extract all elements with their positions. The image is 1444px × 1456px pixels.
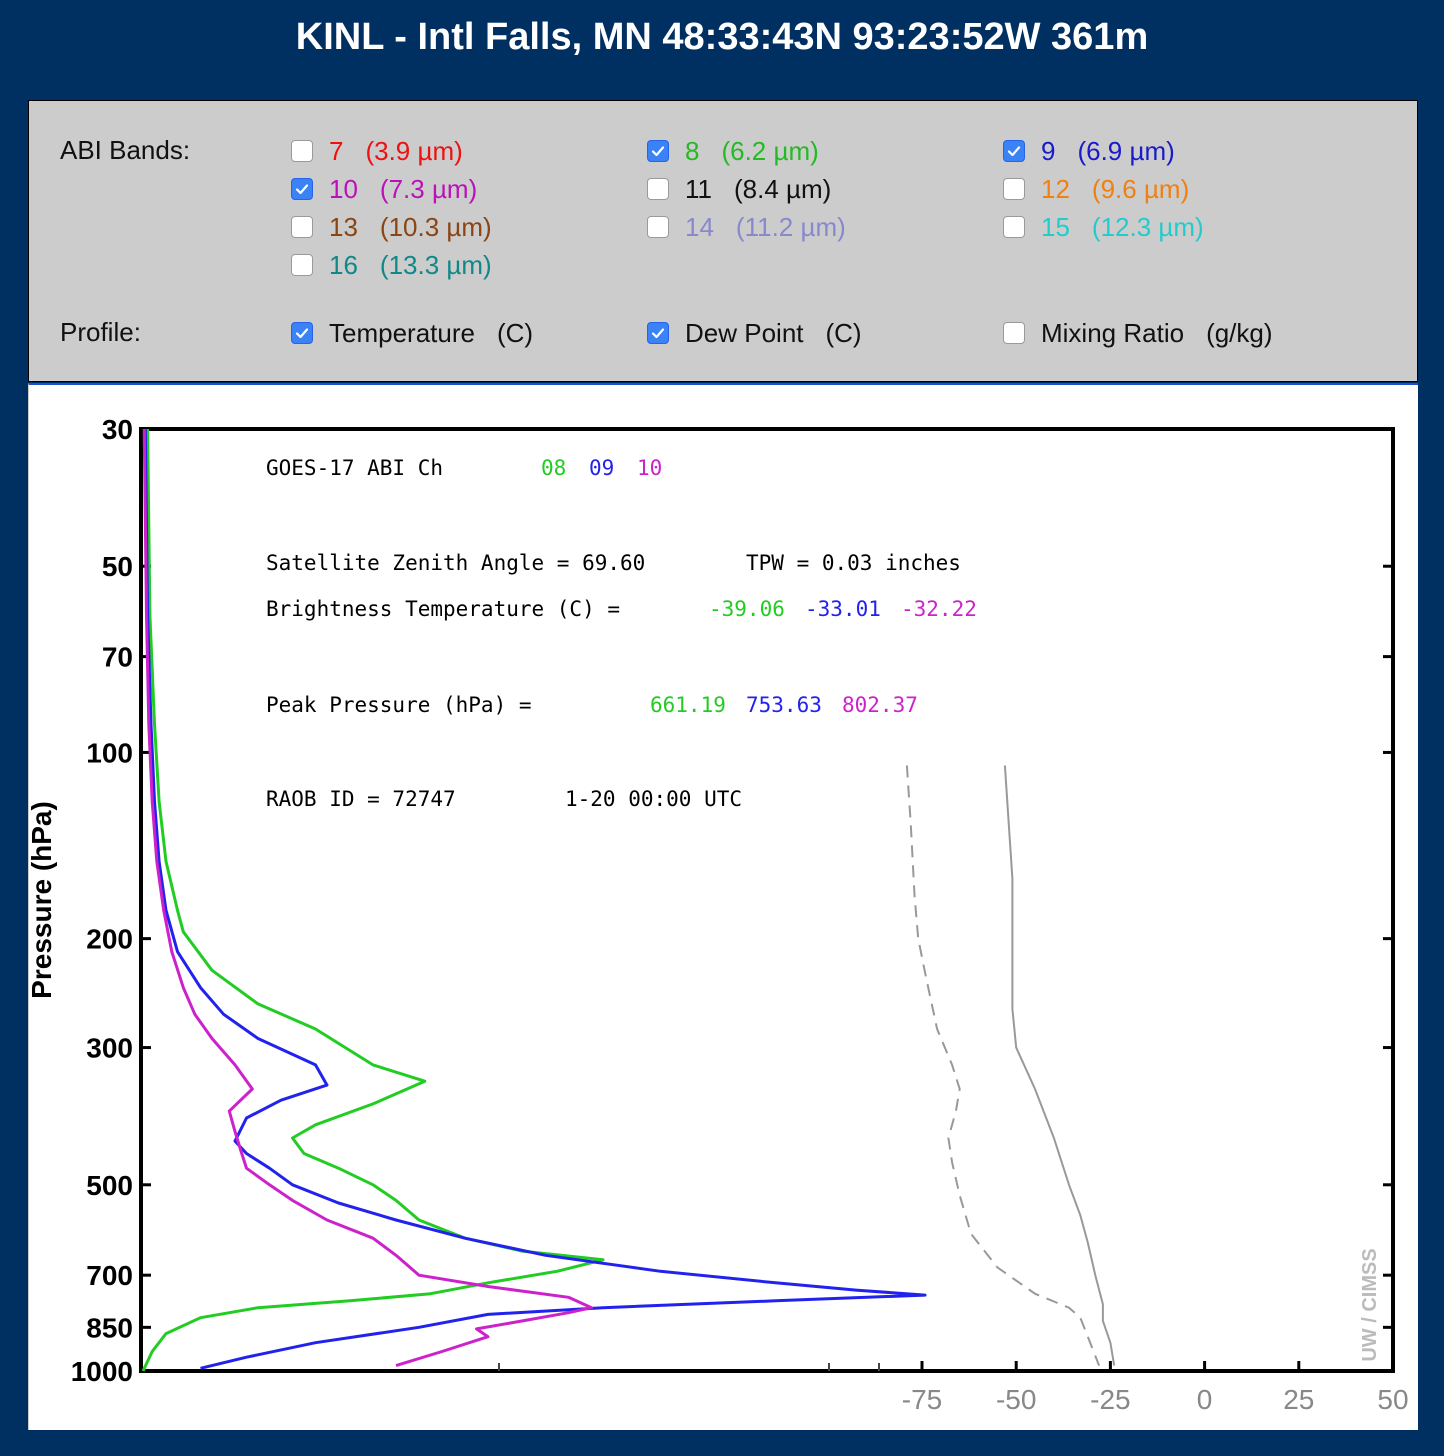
annotation-peak-value: 802.37 <box>842 693 918 717</box>
band-12-checkbox[interactable] <box>1003 178 1025 200</box>
band-number: 9 <box>1041 135 1056 166</box>
band-11-option[interactable]: 11 (8.4 µm) <box>647 173 832 204</box>
band-wavelength: (6.2 µm) <box>721 135 819 166</box>
profile-mixing-ratio-option[interactable]: Mixing Ratio (g/kg) <box>1003 317 1273 348</box>
band-10-option[interactable]: 10 (7.3 µm) <box>291 173 478 204</box>
x-tick-label: 0 <box>1197 1384 1213 1415</box>
band-13-checkbox[interactable] <box>291 216 313 238</box>
profile-dew-point-line <box>905 765 1101 1366</box>
annotation-bt-value: -39.06 <box>709 597 785 621</box>
y-tick-label: 70 <box>102 642 133 673</box>
annotation-time: 1-20 00:00 UTC <box>565 787 742 811</box>
abi-bands-label: ABI Bands: <box>60 135 191 165</box>
annotation-channel-08: 08 <box>541 456 566 480</box>
band-15-option[interactable]: 15 (12.3 µm) <box>1003 211 1204 242</box>
x-tick-label: -75 <box>902 1384 942 1415</box>
annotation-peak-value: 661.19 <box>650 693 726 717</box>
profile-unit: (C) <box>496 317 534 348</box>
plot-frame <box>139 427 1395 1373</box>
y-tick-label: 50 <box>102 551 133 582</box>
series-ch08-line <box>141 428 605 1372</box>
band-12-option[interactable]: 12 (9.6 µm) <box>1003 173 1190 204</box>
band-wavelength: (3.9 µm) <box>365 135 463 166</box>
profile-unit: (g/kg) <box>1206 317 1273 348</box>
y-tick-label: 700 <box>86 1260 133 1291</box>
band-wavelength: (12.3 µm) <box>1091 211 1204 242</box>
annotation-header: GOES-17 ABI Ch <box>266 456 443 480</box>
band-14-checkbox[interactable] <box>647 216 669 238</box>
band-10-checkbox[interactable] <box>291 178 313 200</box>
band-wavelength: (9.6 µm) <box>1091 173 1190 204</box>
x-tick-label: -25 <box>1090 1384 1130 1415</box>
band-wavelength: (11.2 µm) <box>735 211 846 242</box>
profile-dew-point-option[interactable]: Dew Point (C) <box>647 317 862 348</box>
band-9-checkbox[interactable] <box>1003 140 1025 162</box>
band-7-checkbox[interactable] <box>291 140 313 162</box>
y-tick-label: 850 <box>86 1312 133 1343</box>
y-axis-label: Pressure (hPa) <box>29 801 57 999</box>
annotation-bt-label: Brightness Temperature (C) = <box>266 597 620 621</box>
band-number: 15 <box>1041 211 1070 242</box>
annotation-channel-10: 10 <box>637 456 662 480</box>
y-tick-label: 500 <box>86 1170 133 1201</box>
sounding-plot-area: 30 50 70 100 200 300 500 700 850 1000 Pressure (hP… <box>28 383 1418 1430</box>
band-8-checkbox[interactable] <box>647 140 669 162</box>
band-number: 14 <box>685 211 714 242</box>
band-number: 12 <box>1041 173 1070 204</box>
profile-temperature-line <box>1003 765 1116 1366</box>
band-selector-panel: ABI Bands: Profile: 7 (3.9 µm) 8 (6.2 µm) 9 (… <box>28 100 1418 382</box>
annotation-zenith: Satellite Zenith Angle = 69.60 <box>266 551 645 575</box>
band-wavelength: (13.3 µm) <box>379 249 492 280</box>
y-tick-label: 30 <box>102 414 133 445</box>
profile-label-text: Mixing Ratio <box>1041 317 1185 348</box>
annotation-tpw: TPW = 0.03 inches <box>746 551 961 575</box>
profile-mixing-ratio-checkbox[interactable] <box>1003 322 1025 344</box>
band-number: 7 <box>329 135 344 166</box>
band-wavelength: (8.4 µm) <box>734 173 832 204</box>
band-8-option[interactable]: 8 (6.2 µm) <box>647 135 819 166</box>
band-11-checkbox[interactable] <box>647 178 669 200</box>
band-14-option[interactable]: 14 (11.2 µm) <box>647 211 846 242</box>
band-7-option[interactable]: 7 (3.9 µm) <box>291 135 463 166</box>
annotation-peak-value: 753.63 <box>746 693 822 717</box>
band-9-option[interactable]: 9 (6.9 µm) <box>1003 135 1175 166</box>
band-15-checkbox[interactable] <box>1003 216 1025 238</box>
band-number: 13 <box>329 211 358 242</box>
band-wavelength: (6.9 µm) <box>1077 135 1175 166</box>
y-tick-label: 100 <box>86 737 133 768</box>
band-16-option[interactable]: 16 (13.3 µm) <box>291 249 492 280</box>
annotation-bt-value: -33.01 <box>805 597 881 621</box>
band-number: 8 <box>685 135 700 166</box>
y-tick-label: 200 <box>86 924 133 955</box>
profile-label: Profile: <box>60 317 141 347</box>
page-title: KINL - Intl Falls, MN 48:33:43N 93:23:52… <box>295 16 1149 58</box>
profile-label-text: Dew Point <box>685 317 804 348</box>
band-wavelength: (7.3 µm) <box>379 173 478 204</box>
watermark-text: UW / CIMSS <box>1359 1248 1381 1361</box>
band-number: 10 <box>329 173 358 204</box>
x-tick-label: 25 <box>1283 1384 1314 1415</box>
band-16-checkbox[interactable] <box>291 254 313 276</box>
x-tick-label: 50 <box>1377 1384 1408 1415</box>
y-tick-label: 1000 <box>71 1356 133 1387</box>
profile-label-text: Temperature <box>329 317 475 348</box>
annotation-channel-09: 09 <box>589 456 614 480</box>
series-ch10-line <box>142 428 593 1368</box>
y-tick-label: 300 <box>86 1033 133 1064</box>
band-number: 11 <box>685 173 712 204</box>
profile-dew-point-checkbox[interactable] <box>647 322 669 344</box>
band-number: 16 <box>329 249 358 280</box>
annotation-peak-label: Peak Pressure (hPa) = <box>266 693 532 717</box>
band-13-option[interactable]: 13 (10.3 µm) <box>291 211 492 242</box>
profile-unit: (C) <box>825 317 862 348</box>
series-ch09-line <box>143 428 927 1370</box>
profile-temperature-checkbox[interactable] <box>291 322 313 344</box>
annotation-bt-value: -32.22 <box>901 597 977 621</box>
profile-temperature-option[interactable]: Temperature (C) <box>291 317 534 348</box>
x-tick-label: -50 <box>996 1384 1036 1415</box>
annotation-raob: RAOB ID = 72747 <box>266 787 456 811</box>
band-wavelength: (10.3 µm) <box>379 211 492 242</box>
